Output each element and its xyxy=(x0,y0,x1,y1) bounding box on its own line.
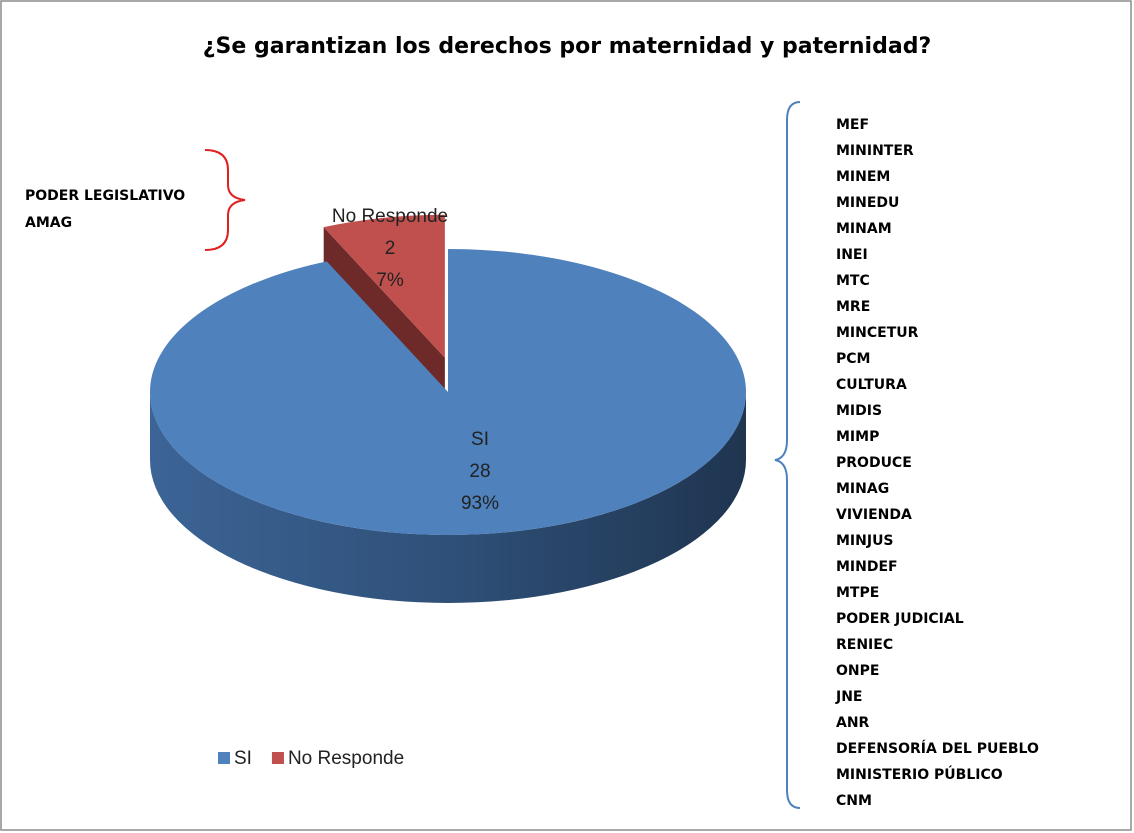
annotation-right: MRE xyxy=(836,299,870,315)
annotation-right: MINEDU xyxy=(836,195,899,211)
annotation-right: MIDIS xyxy=(836,403,882,419)
slice-label: No Responde xyxy=(332,206,448,227)
annotation-right: MTC xyxy=(836,273,870,289)
left-bracket xyxy=(204,149,246,251)
pie-slice xyxy=(149,249,746,535)
legend-label: No Responde xyxy=(288,748,404,769)
chart-title: ¿Se garantizan los derechos por maternid… xyxy=(203,34,931,59)
legend-swatch xyxy=(271,752,284,764)
annotation-right: CNM xyxy=(836,793,872,809)
annotation-right: MINAM xyxy=(836,221,892,237)
annotation-right: MTPE xyxy=(836,585,879,601)
annotation-right: MINEM xyxy=(836,169,890,185)
annotation-right: INEI xyxy=(836,247,868,263)
legend-label: SI xyxy=(234,748,252,769)
annotation-right: MINAG xyxy=(836,481,889,497)
annotation-right: MINISTERIO PÚBLICO xyxy=(836,765,1003,783)
annotation-right: MEF xyxy=(836,117,869,133)
slice-percent: 7% xyxy=(376,270,404,291)
slice-side xyxy=(150,392,746,603)
slice-label: SI xyxy=(471,429,489,450)
annotation-right: RENIEC xyxy=(836,637,893,653)
right-bracket xyxy=(774,101,801,809)
annotation-right: VIVIENDA xyxy=(836,507,912,523)
annotation-right: DEFENSORÍA DEL PUEBLO xyxy=(836,740,1039,757)
slice-value: 28 xyxy=(469,461,490,482)
annotation-left: AMAG xyxy=(25,215,72,231)
annotation-right: PCM xyxy=(836,351,870,367)
annotation-right: CULTURA xyxy=(836,377,907,393)
annotation-left: PODER LEGISLATIVO xyxy=(25,188,185,204)
annotation-right: JNE xyxy=(835,689,863,705)
annotation-right: ANR xyxy=(836,715,870,731)
annotation-right: MIMP xyxy=(836,429,879,445)
annotation-right: MINJUS xyxy=(836,533,894,549)
annotation-right: PRODUCE xyxy=(836,455,912,471)
slice-value: 2 xyxy=(385,238,396,259)
legend-swatch xyxy=(218,752,230,764)
annotation-right: ONPE xyxy=(836,663,879,679)
annotation-right: PODER JUDICIAL xyxy=(836,611,964,627)
pie-slice xyxy=(323,214,445,358)
annotation-right: MINDEF xyxy=(836,559,898,575)
slice-percent: 93% xyxy=(461,493,499,514)
annotation-right: MININTER xyxy=(836,143,914,159)
annotation-right: MINCETUR xyxy=(836,325,919,341)
